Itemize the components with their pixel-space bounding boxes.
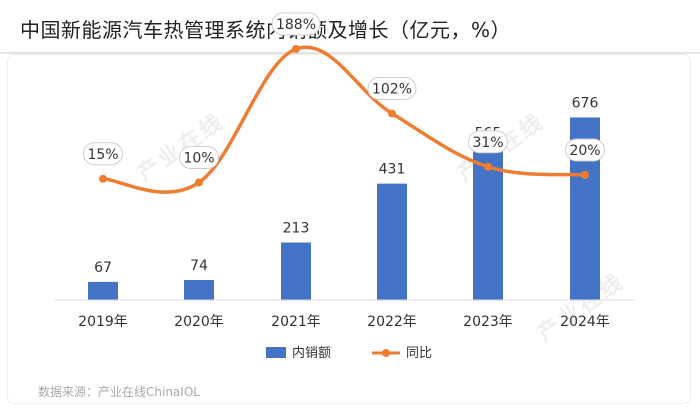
line-point-2 [292, 45, 300, 53]
x-tick-label-3: 2022年 [367, 314, 417, 330]
line-value-label-1: 10% [183, 151, 214, 167]
bar-value-label-0: 67 [94, 260, 112, 276]
line-label-box-5 [565, 138, 605, 162]
line-value-label-4: 31% [472, 135, 503, 151]
bar-4 [473, 147, 503, 300]
line-point-3 [388, 109, 396, 118]
line-point-4 [484, 162, 492, 171]
x-tick-label-5: 2024年 [560, 314, 610, 330]
bar-1 [184, 280, 214, 300]
x-tick-label-4: 2023年 [463, 314, 513, 330]
line-label-box-4 [468, 130, 508, 154]
legend-bar-swatch [266, 347, 286, 358]
line-label-box-1 [179, 146, 219, 169]
chart-frame [7, 54, 691, 404]
data-source: 数据来源：产业在线ChinaIOL [38, 385, 200, 399]
chart-title: 中国新能源汽车热管理系统内销额及增长（亿元，%） [20, 18, 512, 42]
line-value-label-2: 188% [276, 17, 316, 33]
line-value-label-3: 102% [372, 82, 412, 98]
bar-value-label-2: 213 [283, 220, 310, 236]
line-label-box-0 [83, 142, 123, 166]
x-tick-label-2: 2021年 [271, 314, 321, 330]
line-point-5 [581, 171, 589, 179]
line-value-label-0: 15% [87, 147, 118, 163]
line-label-box-3 [367, 77, 417, 100]
legend-bar-label: 内销额 [292, 345, 331, 361]
bar-value-label-1: 74 [190, 258, 208, 274]
growth-line [102, 45, 586, 194]
bar-value-label-5: 676 [572, 95, 599, 111]
legend-line-label: 同比 [406, 346, 432, 361]
bar-3 [377, 183, 407, 300]
title-divider [0, 52, 700, 54]
x-tick-label-0: 2019年 [78, 314, 128, 330]
line-point-0 [99, 174, 107, 183]
bar-0 [88, 281, 118, 300]
line-point-1 [195, 178, 203, 187]
bar-value-label-3: 431 [379, 162, 406, 178]
legend-line-marker [382, 349, 390, 357]
line-value-label-5: 20% [569, 143, 600, 159]
line-label-box-2 [271, 12, 321, 36]
x-tick-label-1: 2020年 [174, 314, 224, 330]
bar-2 [281, 242, 311, 300]
